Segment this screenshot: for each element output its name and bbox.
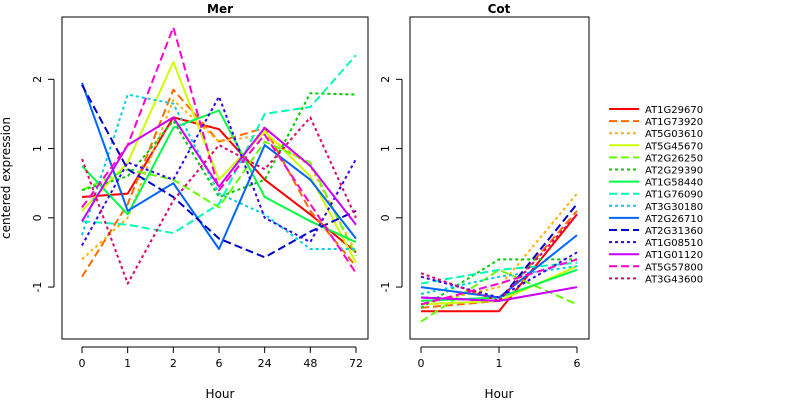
legend-label: AT5G57800	[645, 262, 703, 273]
y-tick-label-mer: 0	[31, 214, 44, 221]
legend-label: AT3G30180	[645, 202, 703, 213]
series-line-cot-at1g76090	[420, 261, 578, 285]
panel-cot: Cot 0 1 6 -1 0 1 2 Hour	[379, 2, 590, 400]
legend-item-at1g76090: AT1G76090	[609, 190, 703, 201]
y-ticks-cot: -1 0 1 2	[379, 76, 403, 293]
x-tick-label-mer: 2	[170, 357, 177, 370]
y-tick-label-cot: 2	[379, 76, 392, 83]
series-line-mer-at2g29390	[81, 92, 357, 198]
legend-label: AT1G01120	[645, 250, 703, 261]
panel-mer: Mer 0 1 2 6 24 48 72 -1 0 1 2 Hour centered expre…	[0, 2, 369, 400]
legend-item-at5g45670: AT5G45670	[609, 141, 703, 152]
legend-label: AT2G26250	[645, 153, 703, 164]
series-line-cot-at2g29390	[420, 258, 577, 309]
legend-item-at1g08510: AT1G08510	[609, 238, 703, 249]
legend-label: AT1G08510	[645, 238, 703, 249]
series-line-mer-at5g45670	[81, 61, 357, 264]
series-line-mer-at1g29670	[81, 116, 357, 254]
series-line-cot-at3g30180	[420, 265, 578, 295]
legend-label: AT2G31360	[645, 226, 703, 237]
series-line-cot-at1g01120	[420, 286, 578, 302]
series-line-mer-at5g57800	[81, 26, 357, 274]
series-line-cot-at5g57800	[420, 258, 578, 306]
legend-item-at1g01120: AT1G01120	[609, 250, 703, 261]
legend-item-at3g30180: AT3G30180	[609, 202, 703, 213]
y-ticks-mer: -1 0 1 2	[31, 76, 55, 293]
series-line-mer-at2g26710	[81, 82, 357, 250]
series-line-cot-at1g29670	[421, 213, 578, 313]
x-tick-label-mer: 6	[216, 357, 223, 370]
legend-label: AT5G45670	[645, 141, 703, 152]
series-line-mer-at3g43600	[81, 116, 357, 285]
panel-title-mer: Mer	[207, 2, 233, 16]
y-tick-label-mer: -1	[31, 282, 44, 293]
legend-label: AT2G29390	[645, 166, 703, 177]
x-tick-label-mer: 1	[124, 357, 131, 370]
x-tick-label-cot: 1	[496, 357, 503, 370]
series-lines-cot	[420, 192, 578, 323]
series-line-mer-at2g31360	[81, 84, 357, 259]
y-tick-label-mer: 2	[31, 76, 44, 83]
series-line-cot-at2g26250	[420, 268, 578, 323]
series-line-cot-at5g03610	[420, 192, 578, 306]
x-tick-label-mer: 0	[79, 357, 86, 370]
legend-item-at1g58440: AT1G58440	[609, 178, 703, 189]
legend-item-at2g31360: AT2G31360	[609, 226, 703, 237]
plot-frame-cot	[409, 16, 590, 340]
legend-label: AT1G76090	[645, 190, 703, 201]
x-tick-label-mer: 24	[258, 357, 272, 370]
legend-item-at1g73920: AT1G73920	[609, 117, 703, 128]
series-lines-mer	[81, 26, 357, 285]
legend-label: AT2G26710	[645, 214, 703, 225]
legend-item-at1g29670: AT1G29670	[609, 105, 703, 116]
x-axis-title-mer: Hour	[206, 387, 235, 400]
series-line-mer-at1g76090	[81, 54, 357, 235]
y-tick-label-cot: 0	[379, 214, 392, 221]
series-line-mer-at2g26250	[81, 140, 357, 257]
legend-item-at5g03610: AT5G03610	[609, 129, 703, 140]
legend-item-at2g26250: AT2G26250	[609, 153, 703, 164]
x-ticks-mer: 0 1 2 6 24 48 72	[79, 346, 363, 370]
series-line-mer-at5g03610	[81, 99, 357, 261]
x-axis-title-cot: Hour	[485, 387, 514, 400]
legend-label: AT1G58440	[645, 178, 703, 189]
series-line-mer-at3g30180	[81, 93, 356, 250]
legend-item-at2g26710: AT2G26710	[609, 214, 703, 225]
x-tick-label-cot: 6	[574, 357, 581, 370]
series-line-mer-at1g73920	[81, 88, 357, 278]
y-tick-label-mer: 1	[31, 145, 44, 152]
legend-label: AT1G29670	[645, 105, 703, 116]
legend-item-at3g43600: AT3G43600	[609, 274, 703, 285]
plot-frame-mer	[61, 16, 369, 340]
x-ticks-cot: 0 1 6	[418, 346, 581, 370]
x-tick-label-cot: 0	[418, 357, 425, 370]
legend-item-at5g57800: AT5G57800	[609, 262, 703, 273]
legend-item-at2g29390: AT2G29390	[609, 166, 703, 177]
y-tick-label-cot: -1	[379, 282, 392, 293]
legend-label: AT1G73920	[645, 117, 703, 128]
legend: AT1G29670AT1G73920AT5G03610AT5G45670AT2G…	[609, 105, 703, 285]
legend-label: AT5G03610	[645, 129, 703, 140]
y-axis-title: centered expression	[0, 117, 13, 239]
series-line-mer-at1g58440	[81, 109, 357, 244]
x-tick-label-mer: 72	[349, 357, 363, 370]
x-tick-label-mer: 48	[303, 357, 317, 370]
legend-label: AT3G43600	[645, 274, 703, 285]
panel-title-cot: Cot	[488, 2, 511, 16]
y-tick-label-cot: 1	[379, 145, 392, 152]
